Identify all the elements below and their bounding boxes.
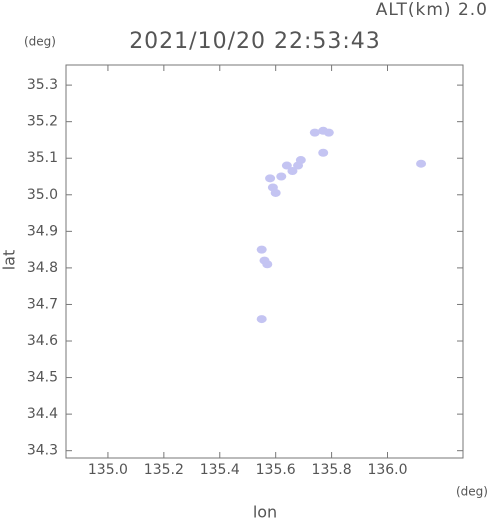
echo-point (256, 245, 267, 254)
echo-point (309, 128, 320, 137)
echo-point (295, 156, 306, 165)
echo-point (416, 159, 427, 168)
subtitle: ALT(km) 2.0 (376, 0, 488, 20)
y-axis-label: lat (0, 250, 19, 271)
y-tick-label: 35.3 (27, 77, 58, 93)
y-tick-label: 35.1 (27, 150, 58, 166)
y-tick-label: 34.9 (27, 223, 58, 239)
echo-point (276, 172, 287, 181)
echo-point (262, 260, 273, 269)
y-tick-label: 34.7 (27, 296, 58, 312)
x-tick-label: 135.4 (200, 462, 240, 478)
y-tick-label: 34.5 (27, 370, 58, 386)
x-tick-label: 135.2 (144, 462, 184, 478)
y-tick-label: 34.4 (27, 406, 58, 422)
x-axis-label: lon (253, 503, 277, 521)
y-unit: (deg) (24, 35, 56, 49)
y-tick-label: 35.2 (27, 114, 58, 130)
y-tick-label: 34.8 (27, 260, 58, 276)
echo-point (323, 128, 334, 137)
echo-point (256, 315, 267, 324)
y-tick-label: 35.0 (27, 187, 58, 203)
chart-title: 2021/10/20 22:53:43 (129, 29, 381, 54)
y-tick-label: 34.6 (27, 333, 58, 349)
echo-point (287, 167, 298, 176)
x-tick-label: 135.0 (88, 462, 128, 478)
echo-point (318, 148, 329, 157)
echo-point (265, 174, 276, 183)
y-tick-label: 34.3 (27, 443, 58, 459)
plot-frame (65, 64, 464, 459)
x-tick-label: 135.8 (312, 462, 352, 478)
echo-point (281, 161, 292, 170)
x-tick-label: 135.6 (256, 462, 296, 478)
x-tick-label: 136.0 (367, 462, 407, 478)
x-unit: (deg) (456, 485, 488, 499)
echo-point (270, 188, 281, 197)
